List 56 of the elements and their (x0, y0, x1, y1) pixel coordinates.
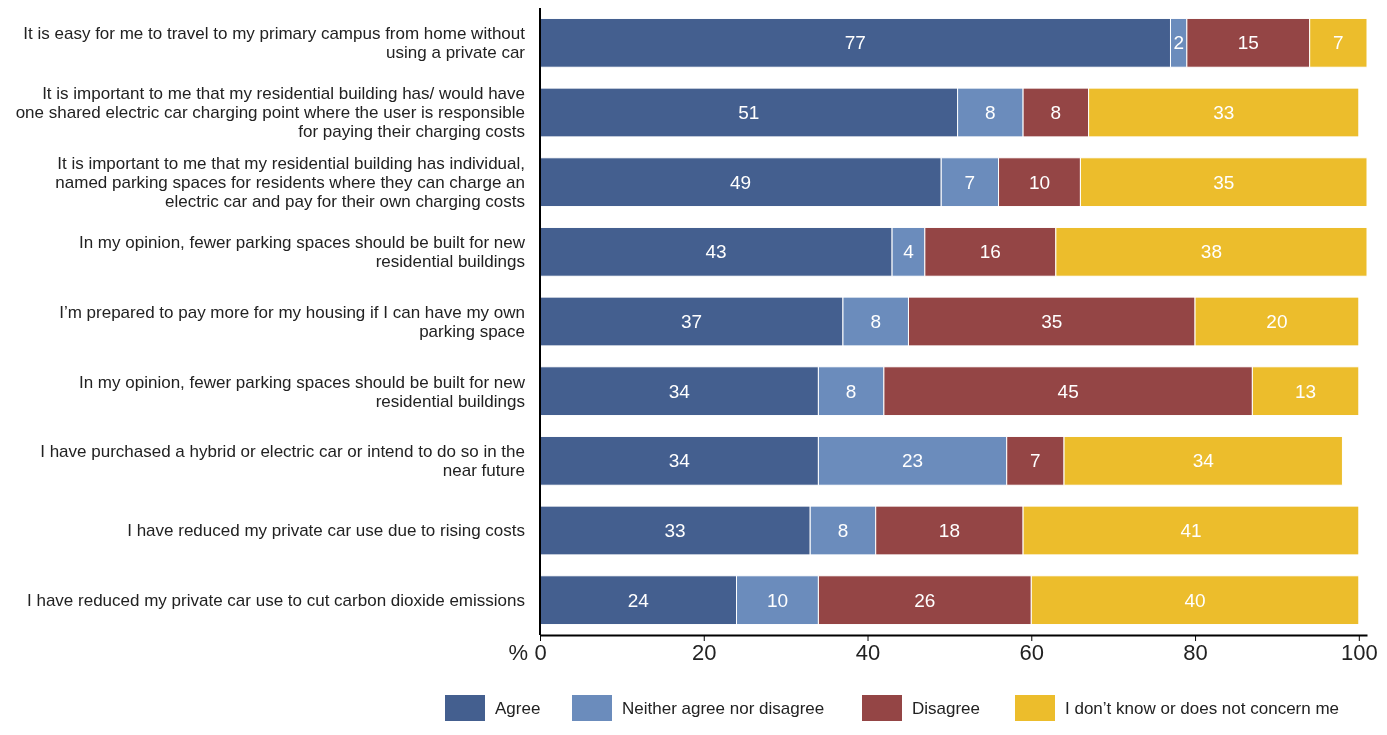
data-label: 45 (1057, 380, 1079, 402)
x-tick-label: 80 (1183, 639, 1208, 665)
data-label: 7 (1333, 32, 1344, 54)
data-label: 20 (1266, 311, 1288, 333)
data-label: 10 (766, 589, 789, 611)
y-tick-label: It is important to me that my residential building has individual, named parking spaces for residents where they can charge an electric car and pay for their own charging costs (55, 154, 525, 212)
legend-label: Disagree (912, 698, 981, 718)
data-label: 34 (668, 380, 691, 402)
data-label: 34 (668, 450, 691, 472)
data-label: 33 (664, 520, 686, 542)
y-tick-label: I have reduced my private car use to cut carbon dioxide emissions (27, 591, 525, 611)
y-tick-label: I have reduced my private car use due to rising costs (127, 521, 525, 541)
y-tick-label: In my opinion, fewer parking spaces should be built for new residential buildings (78, 233, 526, 272)
data-label: 35 (1213, 171, 1235, 193)
legend-label: I don’t know or does not concern me (1065, 698, 1340, 718)
data-label: 43 (705, 241, 727, 263)
data-label: 26 (914, 589, 936, 611)
data-label: 24 (627, 589, 650, 611)
y-tick-label: I’m prepared to pay more for my housing if I can have my own parking space (59, 302, 525, 341)
data-label: 49 (730, 171, 752, 193)
data-label: 16 (979, 241, 1001, 263)
data-label: 33 (1213, 102, 1235, 124)
y-tick-label: I have purchased a hybrid or electric car or intend to do so in the near future (40, 442, 525, 481)
data-label: 37 (680, 311, 703, 333)
data-label: 41 (1180, 520, 1202, 542)
x-tick-label: 100 (1340, 639, 1378, 665)
data-label: 35 (1041, 311, 1063, 333)
data-label: 38 (1200, 241, 1222, 263)
y-tick-label: In my opinion, fewer parking spaces should be built for new residential buildings (78, 372, 526, 411)
data-label: 8 (837, 520, 849, 542)
data-label: 34 (1192, 450, 1215, 472)
data-label: 8 (870, 311, 881, 333)
x-tick-label: 60 (1019, 639, 1045, 665)
data-label: 7 (964, 171, 976, 193)
x-tick-label: 0 (534, 639, 547, 665)
data-label: 2 (1173, 32, 1184, 54)
data-label: 23 (901, 450, 924, 472)
data-label: 8 (845, 380, 857, 402)
x-axis-title: % (508, 639, 528, 665)
data-label: 40 (1184, 589, 1206, 611)
data-label: 8 (985, 102, 996, 124)
data-label: 10 (1028, 171, 1051, 193)
legend-label: Agree (495, 698, 541, 718)
y-tick-label: It is important to me that my residential building has/ would have one shared electric car charging point where the user is responsible for paying their charging costs (15, 84, 525, 142)
data-label: 77 (844, 32, 866, 54)
data-label: 15 (1237, 32, 1259, 54)
data-label: 51 (738, 102, 760, 124)
y-tick-label: It is easy for me to travel to my primary campus from home without using a private car (23, 24, 526, 63)
data-label: 4 (903, 241, 915, 263)
x-tick-label: 20 (692, 639, 717, 665)
data-label: 7 (1030, 450, 1041, 472)
x-tick-label: 40 (855, 639, 881, 665)
data-label: 18 (938, 520, 960, 542)
data-label: 13 (1295, 380, 1317, 402)
legend-label: Neither agree nor disagree (622, 698, 825, 718)
data-label: 8 (1050, 102, 1062, 124)
